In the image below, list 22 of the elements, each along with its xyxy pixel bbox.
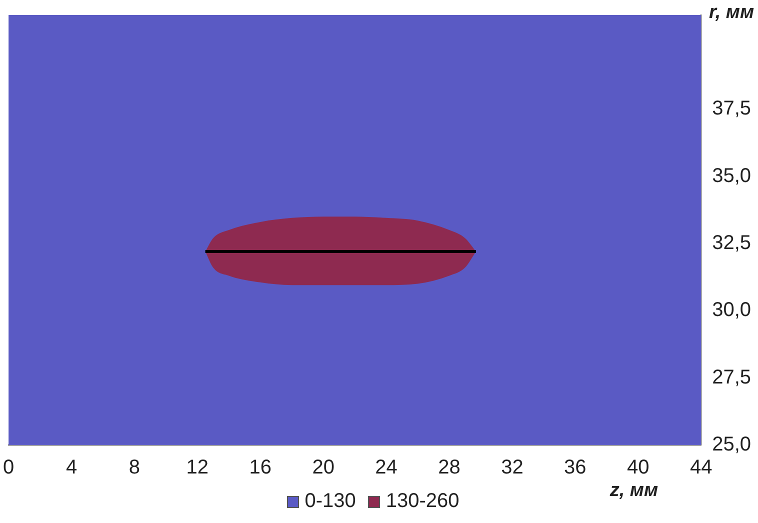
legend-label: 130-260 [386, 490, 460, 512]
y-tick-label: 25,0 [712, 434, 752, 456]
x-tick-label: 40 [626, 456, 650, 479]
y-tick-label: 35,0 [712, 164, 752, 187]
y-tick-label: 37,5 [712, 98, 752, 120]
x-tick-label: 44 [690, 456, 712, 479]
y-axis-title: r, мм [708, 2, 754, 24]
y-tick-label: 30,0 [712, 299, 752, 322]
x-tick-label: 16 [249, 456, 272, 479]
x-tick-label: 4 [66, 456, 78, 479]
x-tick-label: 32 [501, 456, 524, 479]
x-axis-title: z, мм [610, 480, 658, 502]
x-tick-label: 12 [186, 456, 209, 479]
x-tick-label: 20 [312, 456, 334, 479]
x-tick-label: 28 [438, 456, 460, 479]
y-tick-label: 27,5 [712, 366, 752, 388]
band-label: 0-130 [304, 490, 356, 512]
x-tick-label: 36 [564, 456, 586, 479]
x-tick-label: 8 [128, 456, 140, 479]
x-tick-label: 24 [375, 456, 398, 479]
x-tick-label: 0 [3, 456, 14, 479]
y-tick-label: 32,5 [712, 232, 752, 254]
